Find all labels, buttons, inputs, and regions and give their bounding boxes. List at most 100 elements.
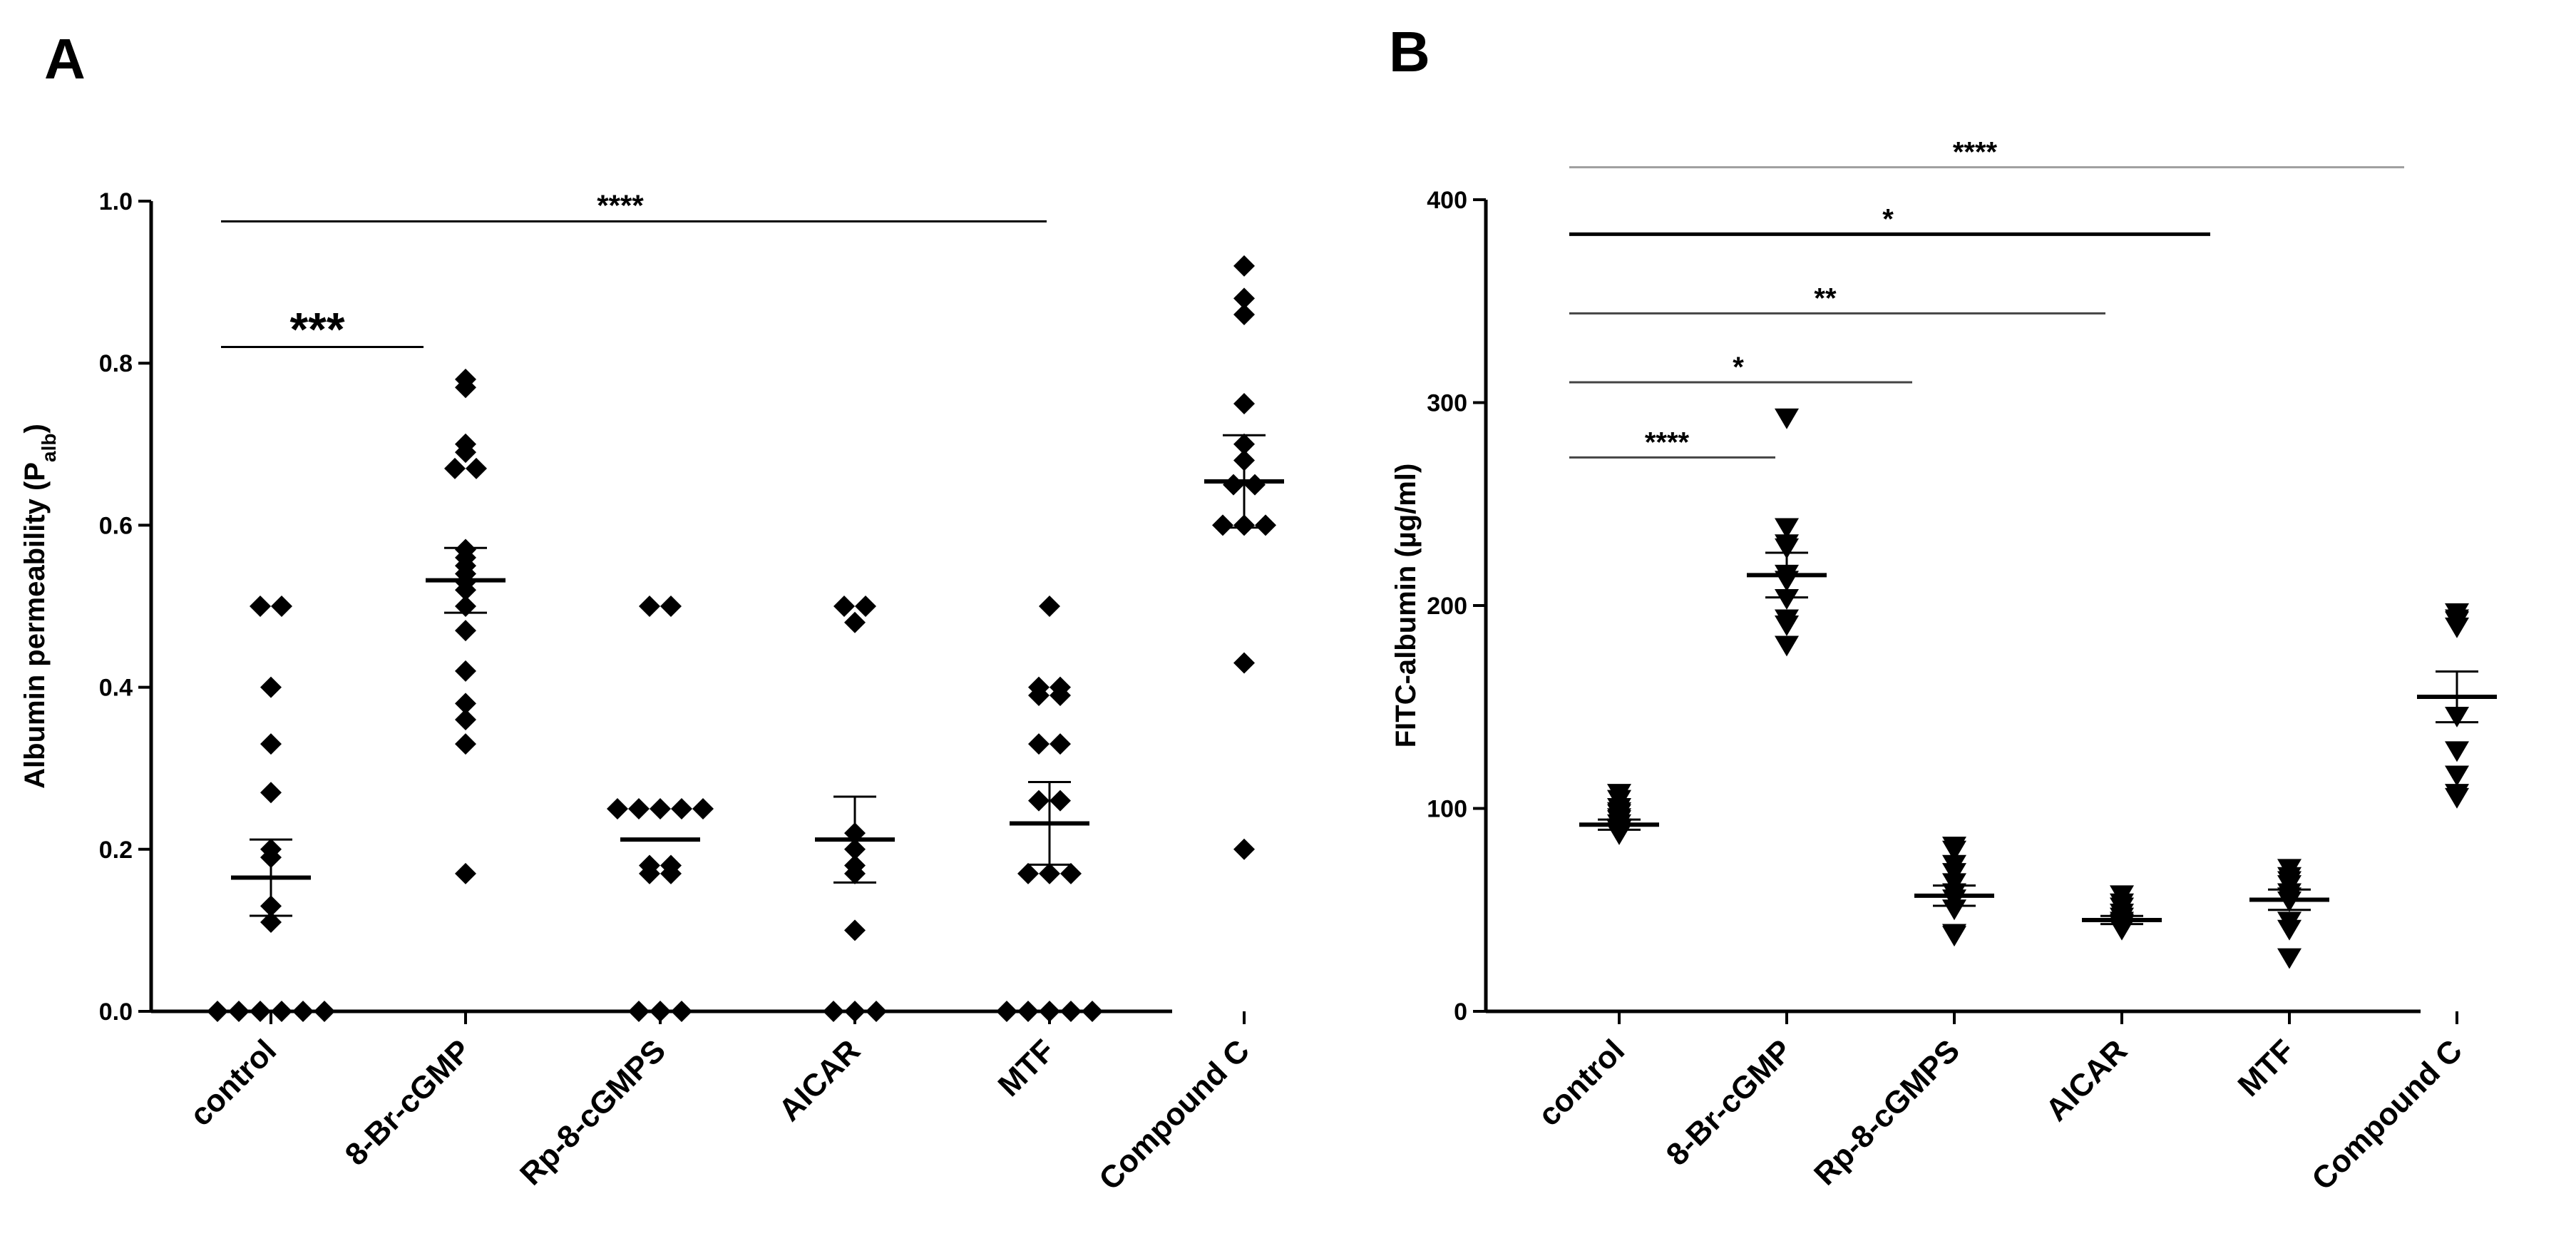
panel-b-y-tick-label: 300 — [1427, 390, 1467, 417]
panel-a-data-point — [671, 1001, 692, 1022]
panel-a-data-point — [1233, 304, 1255, 326]
panel-a-data-point — [1060, 862, 1082, 884]
panel-a-data-point — [650, 1001, 671, 1022]
panel-a-data-point — [671, 798, 692, 819]
panel-a-data-point — [844, 1001, 866, 1022]
panel-a-y-tick-label: 0.8 — [99, 350, 133, 377]
panel-a-data-point — [271, 1001, 292, 1022]
panel-a-y-tick-label: 0.2 — [99, 837, 133, 864]
panel-a-data-point — [650, 798, 671, 819]
panel-b-data-point — [1775, 616, 1799, 636]
panel-b-y-tick-label: 100 — [1427, 796, 1467, 823]
panel-a-data-point — [1039, 862, 1060, 884]
panel-a-data-point — [1028, 790, 1050, 812]
panel-a-category-label: 8-Br-cGMP — [339, 1033, 478, 1172]
panel-a-data-point — [455, 441, 476, 464]
panel-b-y-tick-label: 0 — [1454, 999, 1467, 1026]
panel-a-data-point — [444, 457, 466, 479]
panel-b-category-label: Rp-8-cGMPS — [1807, 1033, 1966, 1192]
panel-a-significance-label: *** — [289, 302, 344, 355]
panel-a-data-point — [455, 377, 476, 399]
panel-a-data-point — [639, 596, 660, 617]
panel-a-data-point — [292, 1001, 314, 1022]
panel-b-category-label: Compound C — [2305, 1033, 2469, 1197]
panel-b-y-tick-label: 400 — [1427, 187, 1467, 214]
panel-b-significance-label: * — [1882, 203, 1894, 235]
panel-b-data-point — [1775, 518, 1799, 539]
panel-a-data-point — [639, 862, 660, 884]
panel-b-significance-label: **** — [1645, 427, 1690, 458]
panel-a-data-point — [207, 1001, 228, 1022]
panel-a-data-point — [855, 596, 876, 617]
panel-a-data-point — [844, 611, 866, 633]
panel-a-data-point — [1060, 1001, 1082, 1022]
panel-a-chart: 0.0 0.2 0.4 0.6 0.8 1.0 control 8-Br-cGMP Rp-8-c… — [19, 188, 1284, 1197]
panel-b-data-point — [1775, 538, 1799, 559]
panel-a-data-point — [1028, 733, 1050, 755]
panel-a-data-point — [1017, 862, 1039, 884]
panel-a-data-point — [628, 1001, 650, 1022]
panel-a-data-point — [1233, 255, 1255, 277]
panel-a-data-point — [692, 798, 714, 819]
panel-b-data-point — [2277, 919, 2302, 941]
panel-a-data-point — [833, 596, 855, 617]
panel-a-data-point — [455, 693, 476, 715]
panel-b-category-label: 8-Br-cGMP — [1660, 1033, 1799, 1172]
panel-b-letter: B — [1389, 20, 1430, 83]
panel-b-data-point — [2445, 617, 2469, 638]
panel-a-data-point — [1233, 652, 1255, 674]
panel-a-letter: A — [44, 27, 86, 91]
panel-a-data-point — [260, 733, 282, 755]
panel-a-data-point — [1244, 474, 1266, 496]
panel-b-data-point — [2445, 741, 2469, 762]
panel-b-significance-label: **** — [1953, 136, 1998, 168]
panel-a-data-point — [866, 1001, 887, 1022]
panel-a-data-point — [455, 620, 476, 642]
panel-b-chart: 0 100 200 300 400 control 8-Br-cGMP Rp-8-cGMPS A… — [1390, 136, 2497, 1197]
panel-a-data-point — [250, 1001, 271, 1022]
panel-a-data-point — [1050, 733, 1071, 755]
panel-a-y-axis-title: Albumin permeability (Palb) — [19, 424, 60, 789]
panel-a-data-point — [823, 1001, 844, 1022]
panel-b-data-point — [2445, 787, 2469, 809]
panel-a-data-point — [260, 676, 282, 698]
panel-a-data-point — [1039, 596, 1060, 617]
panel-a-data-point — [1050, 790, 1071, 812]
panel-a-data-point — [660, 862, 682, 884]
panel-a-data-point — [1028, 684, 1050, 706]
panel-a-data-point — [455, 733, 476, 755]
panel-a-data-point — [1017, 1001, 1039, 1022]
panel-a-data-point — [1233, 287, 1255, 310]
panel-b-data-point — [1775, 635, 1799, 657]
panel-b-y-axis-title: FITC-albumin (µg/ml) — [1390, 464, 1422, 748]
panel-a-significance-label: **** — [597, 188, 644, 222]
panel-b-data-point — [2277, 948, 2302, 969]
panel-a-category-label: control — [183, 1033, 283, 1133]
panel-a-category-label: MTF — [991, 1033, 1062, 1103]
panel-b-category-label: control — [1531, 1033, 1631, 1133]
panel-b-data-point — [1942, 840, 1966, 862]
panel-a-data-point — [260, 911, 282, 934]
panel-b-data-point — [1775, 408, 1799, 429]
panel-a-data-point — [607, 798, 628, 819]
panel-a-data-point — [455, 862, 476, 884]
panel-b-data-point — [1942, 926, 1966, 947]
panel-a-category-label: Rp-8-cGMPS — [513, 1033, 672, 1192]
panel-a-data-point — [1050, 676, 1071, 698]
panel-a-data-point — [250, 596, 271, 617]
panel-a-category-label: AICAR — [772, 1033, 867, 1128]
panel-b-data-point — [1775, 589, 1799, 610]
panel-a-data-point — [1082, 1001, 1103, 1022]
panel-a-data-point — [1255, 514, 1276, 536]
panel-a-data-point — [228, 1001, 250, 1022]
panel-a-data-point — [455, 660, 476, 682]
panel-b-data-point — [2445, 765, 2469, 787]
panel-a-data-point — [455, 709, 476, 731]
panel-a-data-point — [466, 457, 487, 479]
panel-a-category-label: Compound C — [1092, 1033, 1256, 1197]
panel-b-data-point — [1942, 899, 1966, 921]
panel-a-y-tick-label: 0.6 — [99, 512, 133, 539]
panel-a-data-point — [1233, 393, 1255, 414]
panel-a-data-point — [1223, 474, 1244, 496]
